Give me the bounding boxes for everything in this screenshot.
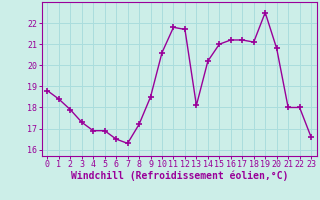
X-axis label: Windchill (Refroidissement éolien,°C): Windchill (Refroidissement éolien,°C): [70, 171, 288, 181]
